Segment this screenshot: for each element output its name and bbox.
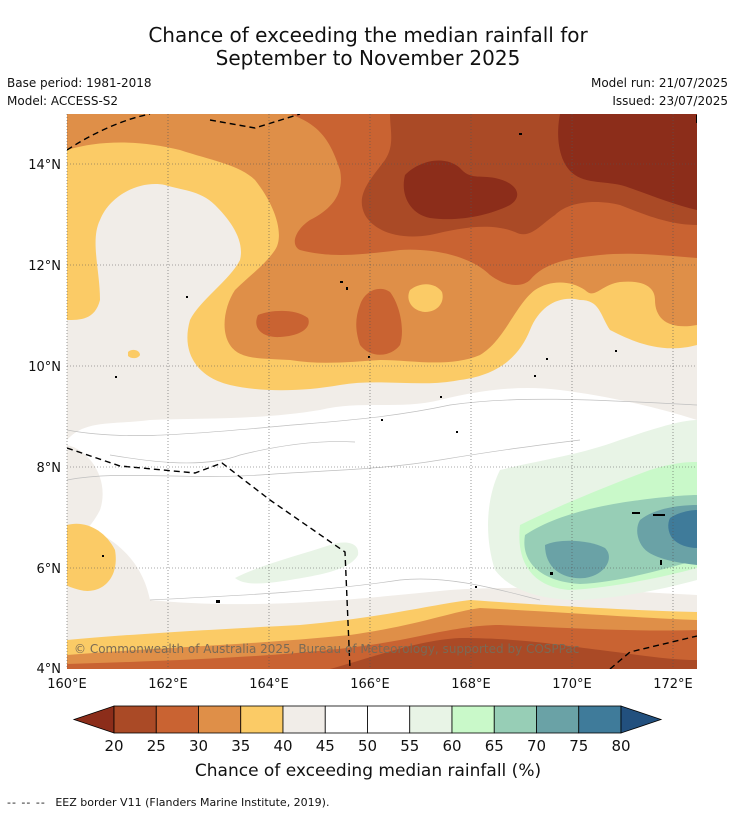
latitude-labels: 14°N 12°N 10°N 8°N 6°N 4°N xyxy=(28,158,61,677)
lon-label: 168°E xyxy=(451,677,491,692)
issued-text: Issued: 23/07/2025 xyxy=(612,94,728,108)
eez-legend-symbol: -- -- -- xyxy=(7,796,46,809)
colorbar-segment xyxy=(155,705,199,734)
zone-35-40-sw xyxy=(67,523,116,591)
lon-label: 160°E xyxy=(47,677,87,692)
lat-label: 10°N xyxy=(28,360,61,375)
lat-label: 12°N xyxy=(28,259,61,274)
colorbar-tick-label: 45 xyxy=(316,737,335,755)
zone-40-45-hole xyxy=(149,277,187,307)
colorbar-segment xyxy=(282,705,326,734)
colorbar-segment xyxy=(324,705,368,734)
zone-25-30-pocket2 xyxy=(356,288,402,355)
colorbar-tick-label: 20 xyxy=(104,737,123,755)
colorbar-low-extend xyxy=(72,705,115,734)
colorbar-tick-label: 60 xyxy=(442,737,461,755)
lon-label: 170°E xyxy=(552,677,592,692)
zone-25-30-pocket xyxy=(256,310,309,338)
probability-contours xyxy=(67,398,697,601)
zone-20-25-south xyxy=(330,638,697,669)
eez-legend-text: EEZ border V11 (Flanders Marine Institut… xyxy=(55,796,330,809)
colorbar-title: Chance of exceeding median rainfall (%) xyxy=(194,761,542,781)
lon-label: 172°E xyxy=(653,677,693,692)
colorbar-segment xyxy=(536,705,580,734)
colorbar-tick-label: 65 xyxy=(485,737,504,755)
rainfall-probability-field xyxy=(67,114,697,669)
colorbar-segment xyxy=(493,705,537,734)
map-title-line1: Chance of exceeding the median rainfall … xyxy=(148,23,588,47)
zone-35-40-hole xyxy=(408,284,443,312)
zone-below-20 xyxy=(558,114,697,210)
colorbar-tick-label: 30 xyxy=(189,737,208,755)
colorbar-segment xyxy=(240,705,284,734)
colorbar-tick-label: 80 xyxy=(611,737,630,755)
lon-label: 164°E xyxy=(249,677,289,692)
islands xyxy=(102,115,697,603)
colorbar: 20 25 30 35 40 45 50 55 60 65 70 75 80 xyxy=(72,705,663,755)
meta-left: Base period: 1981-2018 Model: ACCESS-S2 xyxy=(7,74,152,110)
lon-label: 162°E xyxy=(148,677,188,692)
colorbar-high-extend xyxy=(620,705,663,734)
colorbar-segment xyxy=(451,705,495,734)
colorbar-tick-label: 40 xyxy=(273,737,292,755)
model-run-text: Model run: 21/07/2025 xyxy=(590,76,728,90)
colorbar-tick-label: 25 xyxy=(147,737,166,755)
graticule xyxy=(66,114,697,669)
base-period-text: Base period: 1981-2018 xyxy=(7,76,152,90)
zone-70-75 xyxy=(545,540,609,579)
eez-border xyxy=(67,114,697,669)
lat-label: 8°N xyxy=(37,461,62,476)
lat-label: 6°N xyxy=(37,562,62,577)
footer-legend: -- -- -- EEZ border V11 (Flanders Marine… xyxy=(7,796,329,809)
zone-55-60-west xyxy=(235,542,359,584)
zone-40-45-west xyxy=(67,445,103,545)
lat-label: 14°N xyxy=(28,158,61,173)
lat-label: 4°N xyxy=(37,662,62,677)
map-title-line2: September to November 2025 xyxy=(215,46,521,70)
colorbar-tick-label: 70 xyxy=(527,737,546,755)
colorbar-segment xyxy=(367,705,411,734)
longitude-labels: 160°E 162°E 164°E 166°E 168°E 170°E 172°… xyxy=(47,677,693,692)
colorbar-tick-label: 35 xyxy=(231,737,250,755)
colorbar-segment xyxy=(578,705,622,734)
zone-75-80 xyxy=(668,510,697,548)
zone-below-20-core xyxy=(403,160,518,220)
lon-label: 166°E xyxy=(350,677,390,692)
colorbar-tick-label: 50 xyxy=(358,737,377,755)
model-text: Model: ACCESS-S2 xyxy=(7,94,119,108)
colorbar-segment xyxy=(198,705,242,734)
colorbar-segment xyxy=(409,705,453,734)
meta-right: Model run: 21/07/2025 Issued: 23/07/2025 xyxy=(591,74,728,110)
colorbar-tick-label: 55 xyxy=(400,737,419,755)
copyright-text: © Commonwealth of Australia 2025, Bureau… xyxy=(74,642,579,656)
colorbar-tick-label: 75 xyxy=(569,737,588,755)
zone-35-40-dot xyxy=(128,349,140,359)
colorbar-segment xyxy=(113,705,157,734)
